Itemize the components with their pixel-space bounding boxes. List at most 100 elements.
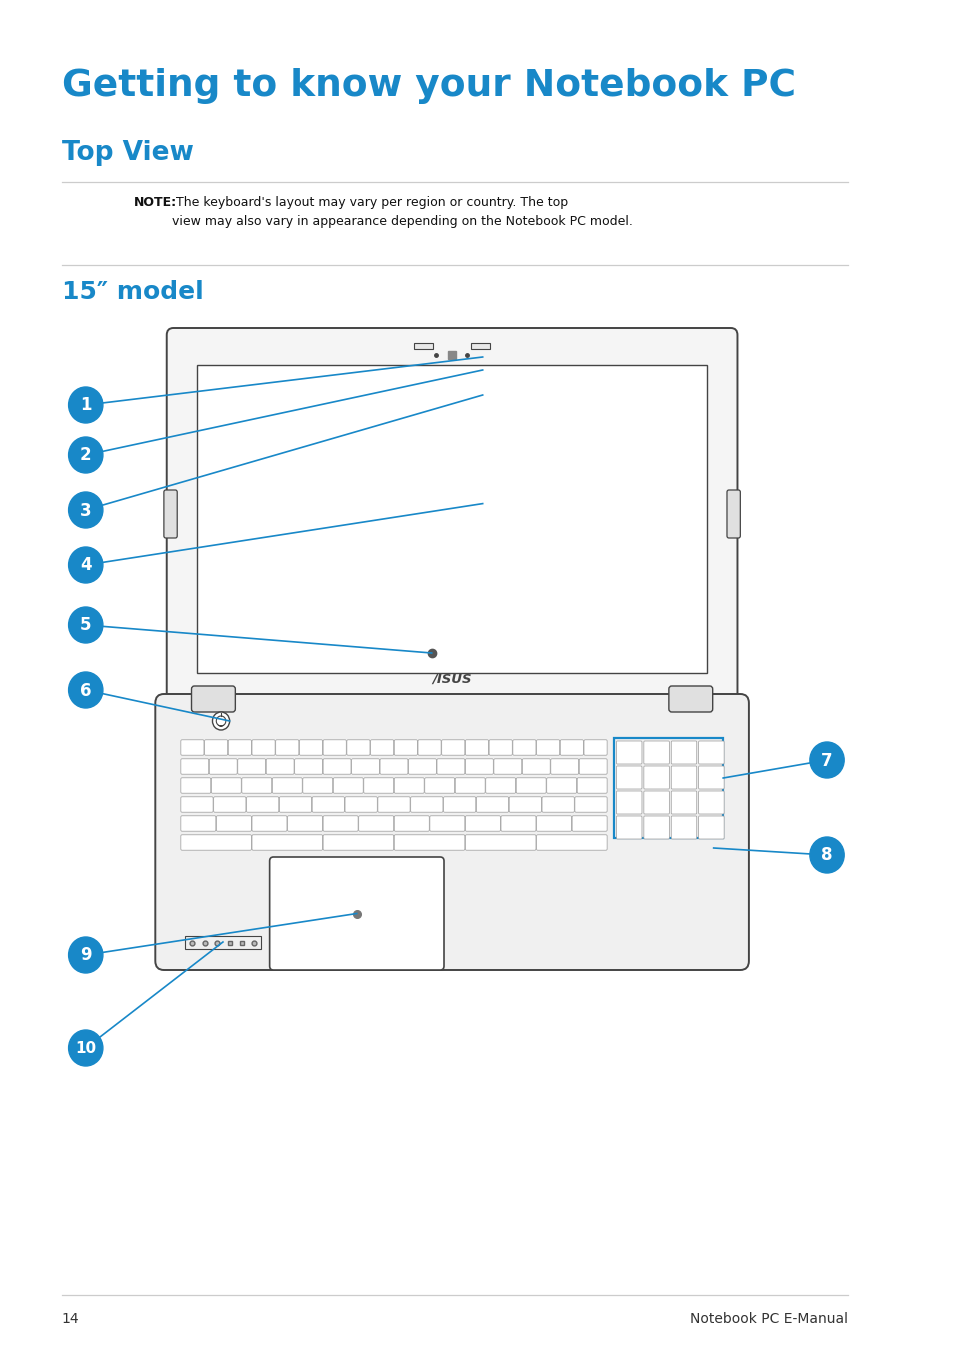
FancyBboxPatch shape <box>536 740 559 755</box>
FancyBboxPatch shape <box>252 740 274 755</box>
Circle shape <box>809 742 843 777</box>
Bar <box>471 343 490 348</box>
Bar <box>414 343 433 348</box>
FancyBboxPatch shape <box>181 777 211 794</box>
FancyBboxPatch shape <box>536 816 571 831</box>
FancyBboxPatch shape <box>241 777 272 794</box>
FancyBboxPatch shape <box>192 686 235 712</box>
FancyBboxPatch shape <box>279 796 312 812</box>
FancyBboxPatch shape <box>394 777 424 794</box>
FancyBboxPatch shape <box>436 759 464 775</box>
FancyBboxPatch shape <box>494 759 521 775</box>
FancyBboxPatch shape <box>698 816 723 839</box>
FancyBboxPatch shape <box>270 857 443 970</box>
FancyBboxPatch shape <box>323 835 394 850</box>
FancyBboxPatch shape <box>671 767 696 790</box>
FancyBboxPatch shape <box>204 740 228 755</box>
Text: 15″ model: 15″ model <box>62 280 204 304</box>
FancyBboxPatch shape <box>578 759 606 775</box>
FancyBboxPatch shape <box>155 694 748 970</box>
Text: 4: 4 <box>80 557 91 574</box>
FancyBboxPatch shape <box>500 816 536 831</box>
FancyBboxPatch shape <box>246 796 278 812</box>
FancyBboxPatch shape <box>272 777 302 794</box>
Text: 6: 6 <box>80 682 91 699</box>
FancyBboxPatch shape <box>616 741 641 764</box>
FancyBboxPatch shape <box>394 740 417 755</box>
FancyBboxPatch shape <box>465 835 536 850</box>
FancyBboxPatch shape <box>312 796 344 812</box>
FancyBboxPatch shape <box>164 490 177 538</box>
Circle shape <box>69 607 103 643</box>
FancyBboxPatch shape <box>394 816 429 831</box>
FancyBboxPatch shape <box>345 796 376 812</box>
FancyBboxPatch shape <box>417 740 440 755</box>
Text: 3: 3 <box>80 502 91 519</box>
FancyBboxPatch shape <box>377 796 410 812</box>
Text: 5: 5 <box>80 616 91 635</box>
FancyBboxPatch shape <box>536 835 606 850</box>
FancyBboxPatch shape <box>671 816 696 839</box>
FancyBboxPatch shape <box>213 796 246 812</box>
FancyBboxPatch shape <box>572 816 606 831</box>
FancyBboxPatch shape <box>352 759 379 775</box>
FancyBboxPatch shape <box>583 740 606 755</box>
Text: Getting to know your Notebook PC: Getting to know your Notebook PC <box>62 69 795 104</box>
FancyBboxPatch shape <box>671 791 696 814</box>
FancyBboxPatch shape <box>671 741 696 764</box>
FancyBboxPatch shape <box>559 740 583 755</box>
Text: Top View: Top View <box>62 140 193 165</box>
FancyBboxPatch shape <box>181 796 213 812</box>
FancyBboxPatch shape <box>522 759 550 775</box>
FancyBboxPatch shape <box>299 740 322 755</box>
Text: 7: 7 <box>821 752 832 769</box>
FancyBboxPatch shape <box>546 777 576 794</box>
FancyBboxPatch shape <box>323 740 346 755</box>
FancyBboxPatch shape <box>237 759 265 775</box>
Text: 1: 1 <box>80 397 91 414</box>
Text: Notebook PC E-Manual: Notebook PC E-Manual <box>689 1311 847 1326</box>
Text: The keyboard's layout may vary per region or country. The top
view may also vary: The keyboard's layout may vary per regio… <box>172 196 632 227</box>
FancyBboxPatch shape <box>394 835 464 850</box>
Text: 2: 2 <box>80 447 91 464</box>
Circle shape <box>69 672 103 707</box>
FancyBboxPatch shape <box>252 835 322 850</box>
FancyBboxPatch shape <box>275 740 298 755</box>
FancyBboxPatch shape <box>424 777 455 794</box>
FancyBboxPatch shape <box>643 791 669 814</box>
FancyBboxPatch shape <box>616 791 641 814</box>
Circle shape <box>69 547 103 582</box>
FancyBboxPatch shape <box>668 686 712 712</box>
Bar <box>185 936 261 950</box>
Bar <box>613 738 722 838</box>
FancyBboxPatch shape <box>287 816 322 831</box>
Text: NOTE:: NOTE: <box>133 196 176 208</box>
FancyBboxPatch shape <box>441 740 464 755</box>
FancyBboxPatch shape <box>577 777 606 794</box>
FancyBboxPatch shape <box>465 816 500 831</box>
Circle shape <box>69 1030 103 1067</box>
Circle shape <box>69 937 103 972</box>
FancyBboxPatch shape <box>302 777 333 794</box>
FancyBboxPatch shape <box>485 777 516 794</box>
Text: 10: 10 <box>75 1041 96 1056</box>
FancyBboxPatch shape <box>323 816 357 831</box>
FancyBboxPatch shape <box>363 777 394 794</box>
FancyBboxPatch shape <box>516 777 545 794</box>
FancyBboxPatch shape <box>181 835 252 850</box>
FancyBboxPatch shape <box>443 796 476 812</box>
FancyBboxPatch shape <box>698 791 723 814</box>
Circle shape <box>69 387 103 422</box>
Text: 9: 9 <box>80 947 91 964</box>
FancyBboxPatch shape <box>643 816 669 839</box>
FancyBboxPatch shape <box>430 816 464 831</box>
FancyBboxPatch shape <box>489 740 512 755</box>
FancyBboxPatch shape <box>509 796 541 812</box>
FancyBboxPatch shape <box>455 777 485 794</box>
FancyBboxPatch shape <box>575 796 606 812</box>
FancyBboxPatch shape <box>333 777 363 794</box>
FancyBboxPatch shape <box>323 759 351 775</box>
FancyBboxPatch shape <box>379 759 408 775</box>
FancyBboxPatch shape <box>209 759 237 775</box>
FancyBboxPatch shape <box>541 796 574 812</box>
